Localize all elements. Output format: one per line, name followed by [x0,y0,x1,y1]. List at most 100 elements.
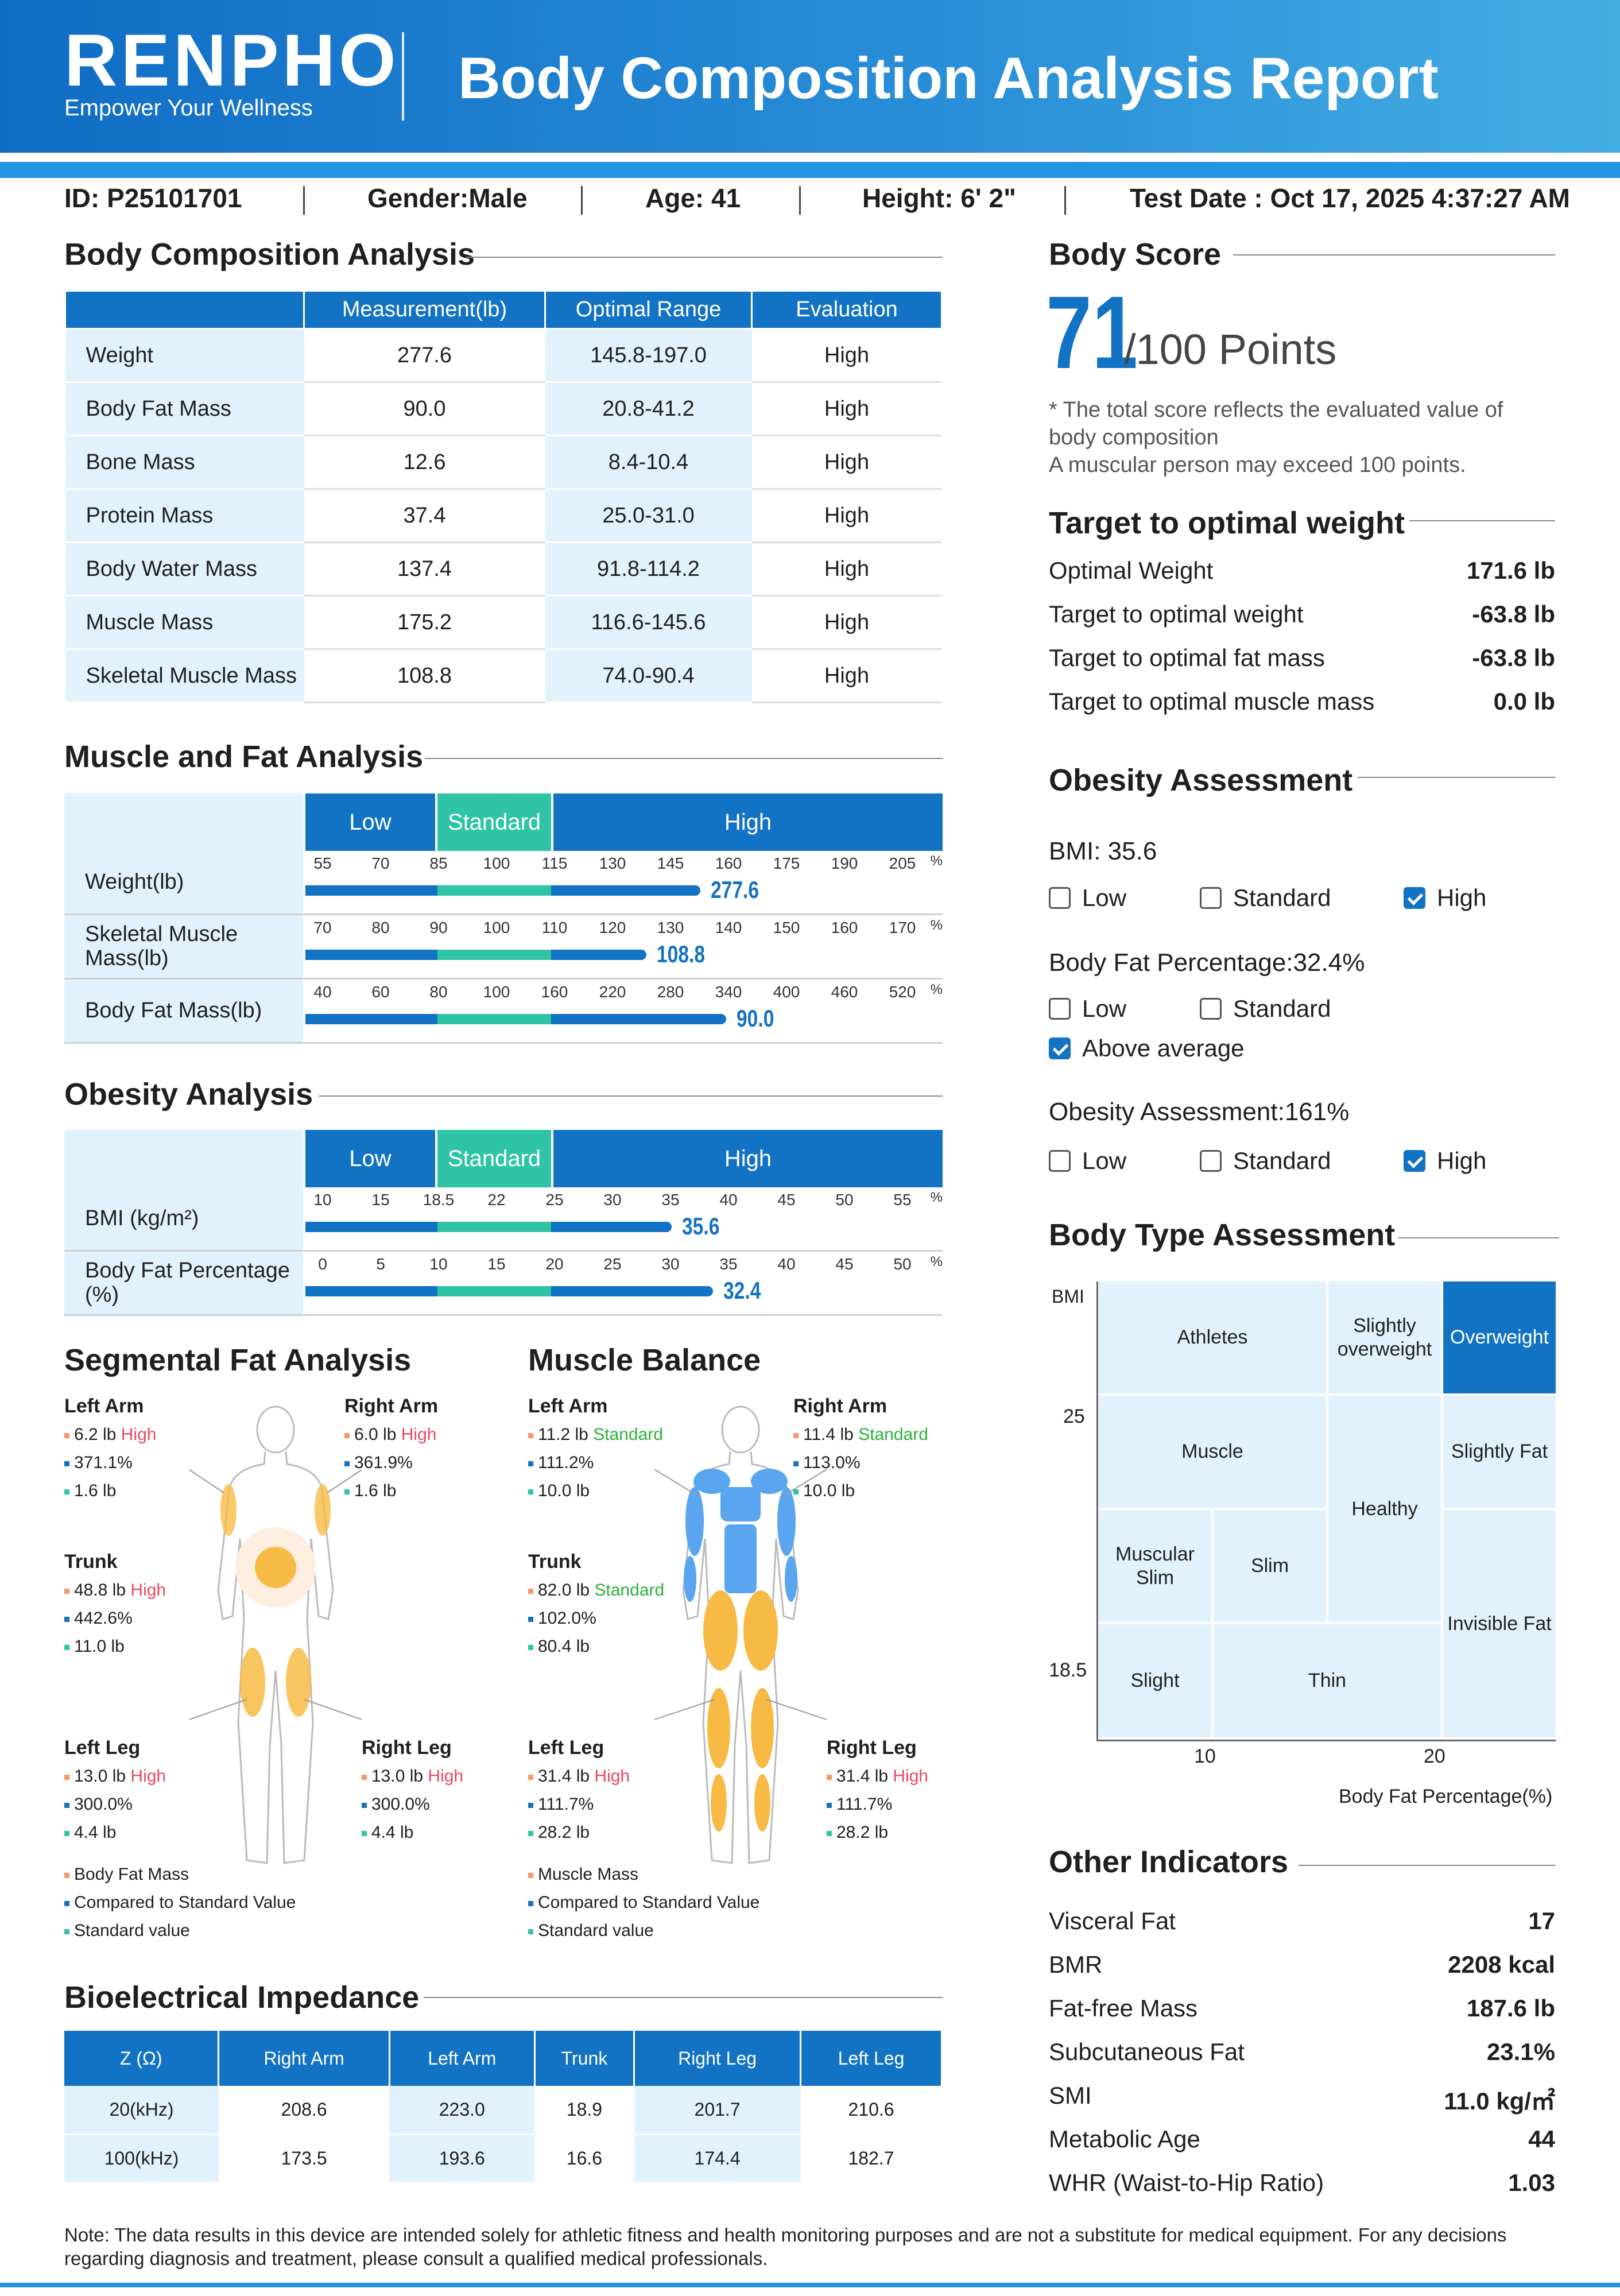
bmi-option[interactable]: Low [1049,884,1126,912]
row-label: Body Water Mass [65,542,304,597]
optimal-range: 116.6-145.6 [545,595,752,650]
indicator-label: Fat-free Mass [1049,1995,1198,2022]
segment-name: Left Leg [528,1737,604,1759]
composition-title: Body Composition Analysis [64,237,475,272]
checkbox-label: Low [1082,884,1127,911]
body-score-suffix: /100 Points [1124,326,1337,373]
bfp-option[interactable]: Low [1049,995,1126,1023]
checkbox[interactable] [1200,998,1222,1020]
bfp-option[interactable]: Above average [1049,1035,1245,1062]
composition-table: Measurement(lb) Optimal Range Evaluation… [64,290,943,703]
tick-label: 45 [777,1191,796,1209]
checkbox[interactable] [1049,1150,1071,1172]
dot-orange [64,1588,69,1594]
dot-blue [528,1461,533,1466]
renpho-logo: RENPHO [64,20,400,102]
segment-name: Right Arm [344,1395,439,1417]
bar-label: Body Fat Mass(lb) [64,979,303,1042]
legend-dot-orange [528,1872,533,1878]
tick-label: 175 [773,854,800,872]
segment-mass: 48.8 lb [74,1581,126,1600]
obesity-option[interactable]: Low [1049,1147,1126,1175]
checkbox[interactable] [1404,887,1425,909]
tick-label: 340 [715,983,742,1001]
row-label: Skeletal Muscle Mass [65,649,304,703]
impedance-cell: 173.5 [218,2134,390,2183]
obesity-option[interactable]: High [1404,1147,1486,1175]
segment-mass-line: 13.0 lb High [64,1762,166,1790]
indicator-label: WHR (Waist-to-Hip Ratio) [1049,2169,1324,2196]
segment-std-line: 4.4 lb [64,1818,166,1846]
tick-label: 100 [483,854,510,872]
segment-eval: High [401,1425,437,1444]
segment-pct-line: 113.0% [793,1449,928,1477]
indicator-value: 44 [1528,2125,1555,2152]
target-row: Target to optimal fat mass -63.8 lb [1049,644,1555,672]
evaluation: High [751,542,942,597]
tick-label: 115 [541,854,568,872]
checkbox[interactable] [1049,1037,1071,1059]
tick-label: 55 [893,1191,912,1209]
impedance-cell: 223.0 [389,2086,535,2135]
segment-pct-line: 371.1% [64,1449,156,1477]
tick-label: 140 [715,919,742,936]
segment-name: Trunk [528,1551,582,1573]
indicator-value: 187.6 lb [1466,1995,1555,2022]
fat-body-figure [189,1406,362,1864]
segment-pct-line: 102.0% [528,1604,664,1632]
x-axis [1096,1740,1556,1741]
bar-value: 32.4 [723,1277,761,1304]
tick-label: 145 [657,854,684,872]
optimal-range: 74.0-90.4 [545,649,752,703]
optimal-range: 20.8-41.2 [545,382,752,436]
cell-muscle: Muscle [1099,1396,1326,1508]
dot-teal [64,1830,69,1836]
segment-name: Left Arm [528,1395,608,1417]
row-label: Body Fat Mass [65,382,304,436]
indicator-value: 17 [1528,1907,1555,1934]
section-rule [1409,520,1555,521]
unit-label: % [930,917,943,933]
info-divider [581,186,583,215]
obesity-option[interactable]: Standard [1200,1147,1331,1175]
tick-label: 25 [545,1191,564,1209]
impedance-cell: 174.4 [634,2134,801,2183]
right-arm-block: Right Arm 6.0 lb High 361.9% 1.6 lb [344,1392,438,1505]
segment-pct: 111.7% [836,1795,893,1814]
unit-label: % [930,1254,943,1269]
checkbox[interactable] [1049,998,1071,1020]
target-value: -63.8 lb [1472,644,1555,671]
segment-mass-line: 31.4 lb High [827,1762,928,1790]
band-header: Low Standard High [64,793,943,851]
checkbox-label: High [1437,884,1487,911]
segment-std: 10.0 lb [538,1481,590,1500]
dot-teal [344,1489,350,1494]
segment-std: 11.0 lb [74,1637,125,1656]
bar-row: Body Fat Mass(lb) 40 60 80 100 160 220 280 340 40… [64,979,943,1044]
bmi-option[interactable]: Standard [1200,884,1331,912]
section-rule [1299,1865,1555,1866]
segment-pct-line: 300.0% [362,1790,463,1818]
checkbox[interactable] [1049,887,1071,909]
tick-label: 15 [487,1255,506,1273]
bar-label: Weight(lb) [64,851,303,913]
dot-blue [528,1802,533,1808]
checkbox[interactable] [1200,887,1222,909]
segment-std: 4.4 lb [371,1823,414,1842]
tick-label: 40 [777,1255,796,1273]
segment-pct: 300.0% [371,1795,430,1814]
standard-segment [437,1286,551,1296]
standard-segment [437,1222,551,1232]
legend-dot-orange [64,1872,69,1878]
impedance-column-header: Trunk [534,2031,635,2086]
checkbox[interactable] [1200,1150,1222,1172]
bfp-option[interactable]: Standard [1200,995,1331,1023]
x-tick: 10 [1194,1745,1216,1767]
impedance-cell: 100(kHz) [64,2134,219,2183]
body-fat-axis-label: Body Fat Percentage(%) [1339,1786,1553,1807]
checkbox[interactable] [1404,1150,1425,1172]
bmi-option[interactable]: High [1404,884,1486,912]
left-arm-block: Left Arm 11.2 lb Standard 111.2% 10.0 lb [528,1392,663,1505]
checkbox-label: Standard [1233,884,1331,911]
tick-label: 400 [773,983,800,1001]
